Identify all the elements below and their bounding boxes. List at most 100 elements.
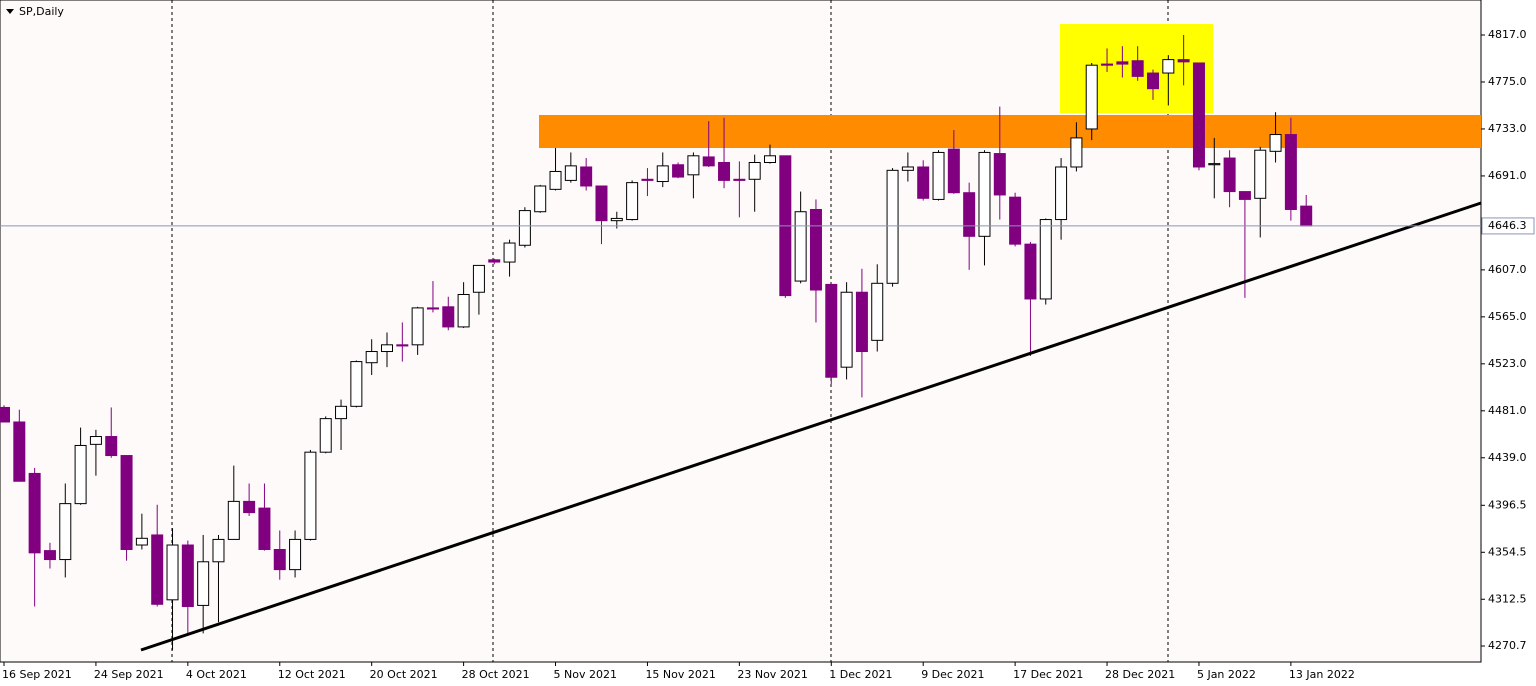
y-tick-label: 4396.5 [1488,498,1527,511]
x-tick-label: 20 Oct 2021 [370,668,438,681]
candle-body [1269,134,1282,152]
candle-body [840,291,853,368]
candle-body [0,406,10,423]
candle-body [105,436,118,457]
candle-body [181,544,194,608]
candle-body [702,156,715,167]
candle-body [825,283,838,378]
candle-body [1192,62,1205,168]
candle-body [457,293,470,328]
candle-body [1162,59,1175,74]
candle-body [319,418,332,453]
candle-body [135,537,148,546]
candle-body [687,155,700,176]
x-tick-label: 28 Dec 2021 [1105,668,1175,681]
candle-body [564,165,577,181]
candle-body [1055,166,1068,221]
y-tick-label: 4481.0 [1488,404,1527,417]
candle-body [89,436,102,445]
candle-body [794,211,807,282]
current-price-label: 4646.3 [1488,219,1527,232]
candle-body [28,472,41,554]
candle-body [1116,61,1129,65]
candle-body [258,507,271,550]
candle-body [672,164,685,178]
y-tick-label: 4270.7 [1488,639,1527,652]
chart-title: SP,Daily [19,5,64,18]
candle-body [764,155,776,164]
candle-body [59,503,72,561]
candle-body [120,455,133,550]
plot-area [0,0,1482,663]
candle-body [13,421,26,482]
x-tick-label: 23 Nov 2021 [737,668,807,681]
x-tick-label: 16 Sep 2021 [2,668,72,681]
x-tick-label: 13 Jan 2022 [1289,668,1355,681]
candle-body [212,538,225,563]
candle-body [488,259,501,263]
y-tick-label: 4565.0 [1488,310,1527,323]
candle-body [733,178,746,181]
y-tick-label: 4733.0 [1488,122,1527,135]
candle-body [656,165,669,183]
x-tick-label: 15 Nov 2021 [645,668,715,681]
candle-body [442,306,455,328]
x-tick-label: 5 Nov 2021 [554,668,617,681]
candle-body [381,344,393,353]
x-tick-label: 9 Dec 2021 [921,668,984,681]
candle-body [871,282,884,341]
candle-body [718,162,731,181]
candle-body [335,405,348,420]
candle-body [641,178,654,181]
x-tick-label: 5 Jan 2022 [1197,668,1256,681]
y-tick-label: 4312.5 [1488,592,1527,605]
x-tick-label: 1 Dec 2021 [829,668,892,681]
candle-body [426,307,439,310]
candle-body [1300,205,1313,227]
candle-body [365,351,378,364]
candle-body [273,548,286,571]
candle-body [595,185,608,222]
candle-body [1254,149,1267,199]
candle-body [304,451,317,540]
candle-body [166,544,179,601]
candle-body [1009,196,1022,245]
candle-body [503,242,516,263]
candle-body [917,166,930,199]
candle-body [901,166,914,171]
y-tick-label: 4817.0 [1488,28,1527,41]
candle-body [350,361,363,407]
y-tick-label: 4691.0 [1488,169,1527,182]
candle-body [518,210,531,246]
y-tick-label: 4775.0 [1488,75,1527,88]
candle-body [74,444,87,505]
candle-body [411,307,424,346]
candle-body [534,185,547,213]
candle-body [549,170,562,190]
candle-body [1101,63,1114,66]
menu-arrow [6,9,14,14]
candle-body [963,192,976,237]
x-tick-label: 4 Oct 2021 [186,668,247,681]
candle-body [1223,157,1236,193]
candle-body [1131,60,1144,77]
candle-body [1238,191,1251,200]
y-tick-label: 4523.0 [1488,357,1527,370]
candle-body [748,162,761,180]
candle-body [43,550,56,561]
candle-body [1208,163,1221,166]
candle-body [227,500,240,540]
candle-body [197,561,210,606]
candle-body [580,166,593,187]
candle-body [1177,59,1190,63]
x-tick-label: 12 Oct 2021 [278,668,346,681]
candle-body [289,538,302,571]
candle-body [151,534,164,605]
resistance-zone [539,115,1481,148]
candle-body [396,344,409,347]
candle-body [1070,137,1083,168]
candle-body [947,148,960,194]
x-tick-label: 24 Sep 2021 [94,668,164,681]
candles [0,35,1313,651]
